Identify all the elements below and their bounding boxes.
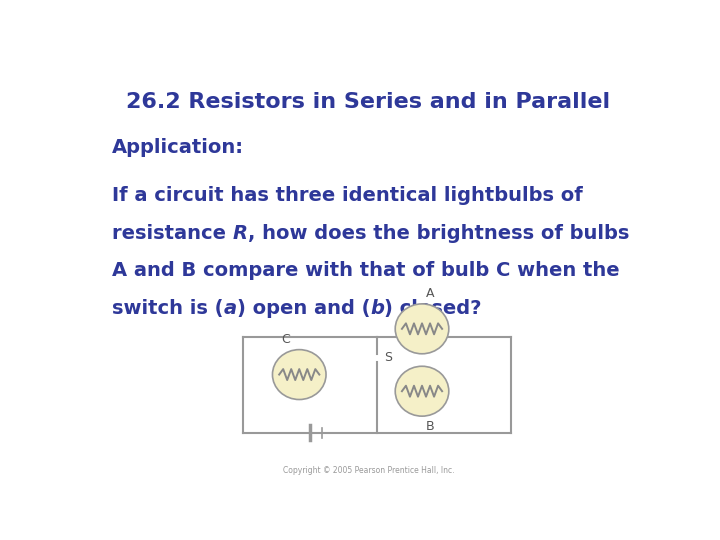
Text: R: R xyxy=(233,224,248,242)
Text: b: b xyxy=(371,299,384,318)
Ellipse shape xyxy=(395,366,449,416)
Text: , how does the brightness of bulbs: , how does the brightness of bulbs xyxy=(248,224,629,242)
Text: C: C xyxy=(281,333,289,346)
Text: Copyright © 2005 Pearson Prentice Hall, Inc.: Copyright © 2005 Pearson Prentice Hall, … xyxy=(283,465,455,475)
Text: ) closed?: ) closed? xyxy=(384,299,482,318)
Text: A: A xyxy=(426,287,435,300)
Text: Application:: Application: xyxy=(112,138,244,158)
Ellipse shape xyxy=(395,304,449,354)
Text: If a circuit has three identical lightbulbs of: If a circuit has three identical lightbu… xyxy=(112,186,583,205)
Text: resistance: resistance xyxy=(112,224,233,242)
Text: A and B compare with that of bulb C when the: A and B compare with that of bulb C when… xyxy=(112,261,620,280)
Text: B: B xyxy=(426,420,435,433)
Text: 26.2 Resistors in Series and in Parallel: 26.2 Resistors in Series and in Parallel xyxy=(126,92,611,112)
Text: S: S xyxy=(384,352,392,365)
Text: a: a xyxy=(224,299,237,318)
Ellipse shape xyxy=(272,349,326,400)
Text: switch is (: switch is ( xyxy=(112,299,224,318)
Text: ) open and (: ) open and ( xyxy=(237,299,371,318)
